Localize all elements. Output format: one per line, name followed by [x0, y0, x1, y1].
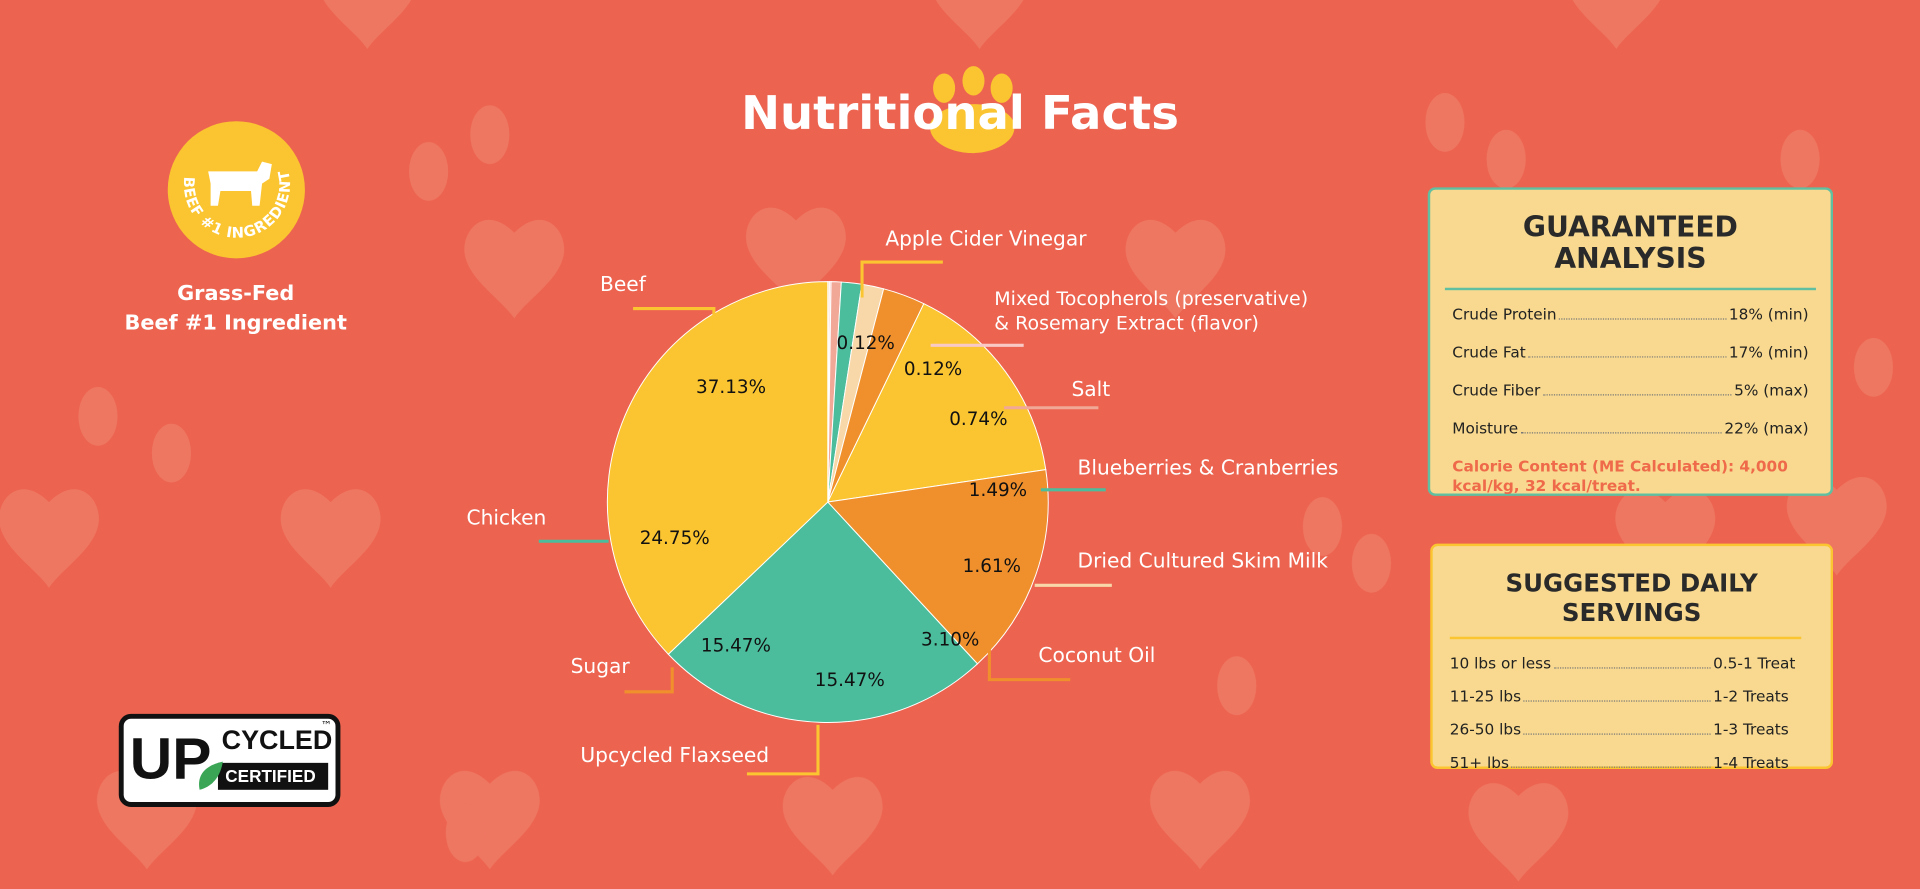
table-row: 11-25 lbs 1-2 Treats	[1450, 687, 1814, 705]
row-value: 18% (min)	[1728, 304, 1809, 324]
pie-slice	[826, 303, 1047, 503]
pie-slice	[667, 501, 979, 723]
dot-leader	[1523, 700, 1711, 702]
value-label: 3.10%	[921, 629, 979, 650]
rows: 10 lbs or less 0.5-1 Treat 11-25 lbs 1-2 Tr…	[1450, 654, 1814, 772]
caption-line: Grass-Fed	[177, 281, 295, 307]
category-label: Apple Cider Vinegar	[885, 227, 1087, 251]
row-label: Crude Fat	[1452, 342, 1526, 362]
logo-cycled: CYCLED	[222, 725, 333, 755]
category-label: Chicken	[467, 506, 547, 530]
guaranteed-analysis-panel: GUARANTEED ANALYSIS Crude Protein 18% (mi…	[1427, 187, 1834, 496]
leader-line	[633, 307, 716, 329]
row-value: 0.5-1 Treat	[1713, 653, 1796, 673]
row-value: 1-4 Treats	[1713, 753, 1789, 772]
table-row: 26-50 lbs 1-3 Treats	[1450, 720, 1814, 738]
table-row: Crude Fiber 5% (max)	[1452, 381, 1808, 399]
rows: Crude Protein 18% (min) Crude Fat 17% (min)…	[1452, 305, 1808, 437]
panel-title: SUGGESTED DAILY SERVINGS	[1505, 568, 1758, 627]
category-label: Mixed Tocopherols (preservative) & Rosem…	[994, 287, 1309, 335]
leader-line	[987, 639, 1071, 682]
value-label: 1.61%	[963, 556, 1021, 577]
value-label: 0.12%	[837, 333, 895, 354]
category-label: Coconut Oil	[1038, 643, 1155, 667]
table-row: Crude Protein 18% (min)	[1452, 305, 1808, 323]
value-label: 0.12%	[904, 359, 962, 380]
table-row: Crude Fat 17% (min)	[1452, 343, 1808, 361]
row-value: 5% (max)	[1734, 380, 1809, 400]
category-label-box: Mixed Tocopherols (preservative) & Rosem…	[994, 287, 1309, 335]
value-label: 0.74%	[949, 409, 1007, 430]
title-rule	[1449, 636, 1802, 640]
leader-line	[746, 724, 820, 776]
category-label: Dried Cultured Skim Milk	[1078, 549, 1329, 573]
leader-line	[624, 667, 674, 694]
badge-caption: Grass-Fed Beef #1 Ingredient	[86, 279, 386, 338]
table-row: Moisture 22% (max)	[1452, 419, 1808, 437]
row-label: 11-25 lbs	[1449, 686, 1522, 706]
row-value: 22% (max)	[1724, 418, 1809, 438]
category-label: Blueberries & Cranberries	[1078, 455, 1339, 479]
caption-line: Beef #1 Ingredient	[124, 311, 347, 336]
dot-leader	[1542, 394, 1732, 396]
category-label: Salt	[1071, 377, 1110, 401]
category-label: Beef	[600, 272, 647, 296]
badge: BEEF #1 INGREDIENT	[167, 121, 305, 259]
dot-leader	[1559, 318, 1727, 320]
table-row: 51+ lbs 1-4 Treats	[1450, 753, 1814, 771]
value-label: 37.13%	[696, 377, 766, 398]
table-row: 10 lbs or less 0.5-1 Treat	[1450, 654, 1814, 672]
dot-leader	[1511, 766, 1711, 768]
value-label: 15.47%	[701, 636, 771, 657]
row-label: 51+ lbs	[1449, 753, 1509, 772]
row-label: Crude Protein	[1452, 304, 1557, 324]
calorie-note: Calorie Content (ME Calculated): 4,000 k…	[1452, 456, 1788, 495]
daily-servings-panel: SUGGESTED DAILY SERVINGS 10 lbs or less 0…	[1430, 543, 1834, 772]
category-label: Upcycled Flaxseed	[580, 743, 769, 767]
pie-chart: Apple Cider Vinegar 0.12% Mixed Tocopherol…	[467, 227, 1339, 776]
dot-leader	[1528, 356, 1727, 358]
leader-line	[860, 260, 943, 298]
row-value: 17% (min)	[1728, 342, 1809, 362]
dot-leader	[1553, 667, 1711, 669]
row-label: Crude Fiber	[1452, 380, 1541, 400]
upcycled-logo: UP CYCLED ™ CERTIFIED	[118, 713, 341, 807]
row-value: 1-3 Treats	[1713, 720, 1789, 739]
logo-up: UP	[130, 726, 212, 791]
row-label: 26-50 lbs	[1449, 720, 1522, 739]
pie-slice	[606, 281, 829, 655]
title: Nutritional Facts	[741, 86, 1179, 140]
value-label: 1.49%	[969, 480, 1027, 501]
row-label: Moisture	[1452, 418, 1519, 438]
dot-leader	[1523, 733, 1711, 735]
row-label: 10 lbs or less	[1449, 653, 1552, 673]
row-value: 1-2 Treats	[1713, 686, 1789, 706]
value-label: 24.75%	[640, 528, 710, 549]
logo-certified: CERTIFIED	[225, 766, 315, 786]
panel-title: GUARANTEED ANALYSIS	[1522, 211, 1738, 276]
title-rule	[1444, 287, 1816, 291]
value-label: 15.47%	[815, 670, 885, 691]
category-label: Sugar	[571, 654, 631, 678]
dot-leader	[1520, 432, 1722, 434]
logo-tm: ™	[321, 719, 332, 732]
title-paw	[929, 66, 1015, 154]
